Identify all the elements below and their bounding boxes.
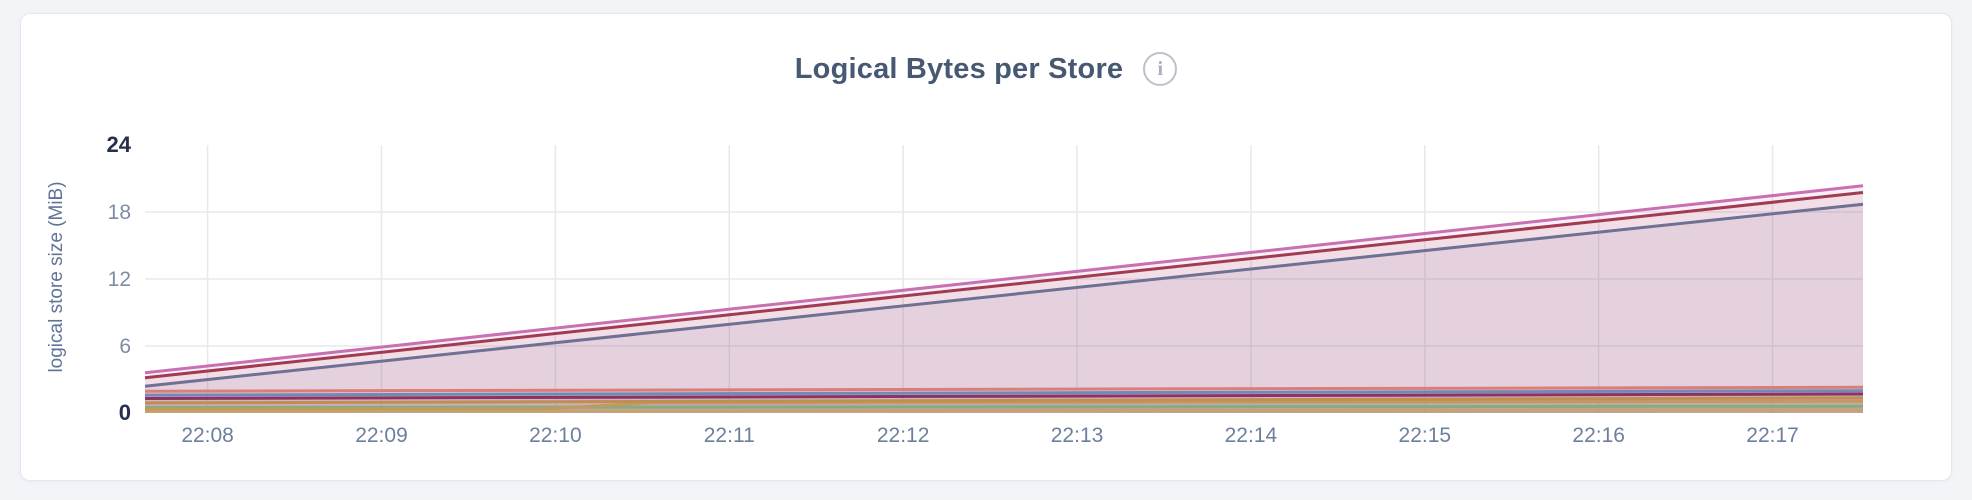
y-tick-label: 6 (119, 335, 131, 358)
series-line-store-10[interactable] (144, 408, 1864, 413)
x-tick-label: 22:09 (355, 424, 408, 447)
series-line-store-6[interactable] (144, 392, 1864, 400)
series-line-store-5[interactable] (144, 389, 1864, 397)
gridlines (145, 145, 1863, 413)
x-tick-label: 22:12 (877, 424, 930, 447)
x-tick-labels: 22:08 22:09 22:10 22:11 22:12 22:13 22:14 22:15… (181, 424, 1799, 447)
x-tick-label: 22:11 (704, 424, 755, 447)
y-tick-label: 24 (107, 132, 132, 157)
chart-title: Logical Bytes per Store (794, 52, 1124, 85)
series-area-store-3 (145, 204, 1863, 413)
series-line-store-8[interactable] (144, 399, 1864, 411)
series-line-store-9[interactable] (144, 404, 1864, 409)
y-tick-label: 0 (119, 400, 131, 425)
series-area-store-2 (145, 192, 1863, 413)
series-line-store-2[interactable] (144, 191, 1864, 380)
series-line-store-4[interactable] (144, 385, 1864, 393)
info-icon[interactable]: i (1143, 52, 1178, 86)
y-tick-labels: 0 6 12 18 24 (107, 132, 132, 425)
y-tick-label: 12 (108, 268, 131, 291)
x-tick-label: 22:10 (529, 424, 582, 447)
x-tick-label: 22:13 (1051, 424, 1104, 447)
x-tick-label: 22:14 (1225, 424, 1278, 447)
x-tick-label: 22:15 (1399, 424, 1452, 447)
series-lines (144, 184, 1864, 413)
x-tick-label: 22:08 (181, 424, 234, 447)
series-line-store-1[interactable] (144, 184, 1864, 375)
y-tick-label: 18 (108, 201, 131, 224)
series-line-store-3[interactable] (144, 202, 1864, 388)
x-tick-label: 22:17 (1746, 424, 1799, 447)
info-icon-glyph: i (1157, 57, 1164, 80)
series-area-store-1 (145, 185, 1863, 413)
chart-header: Logical Bytes per Store i (21, 52, 1951, 86)
x-tick-label: 22:16 (1572, 424, 1625, 447)
series-line-store-7[interactable] (144, 396, 1864, 405)
